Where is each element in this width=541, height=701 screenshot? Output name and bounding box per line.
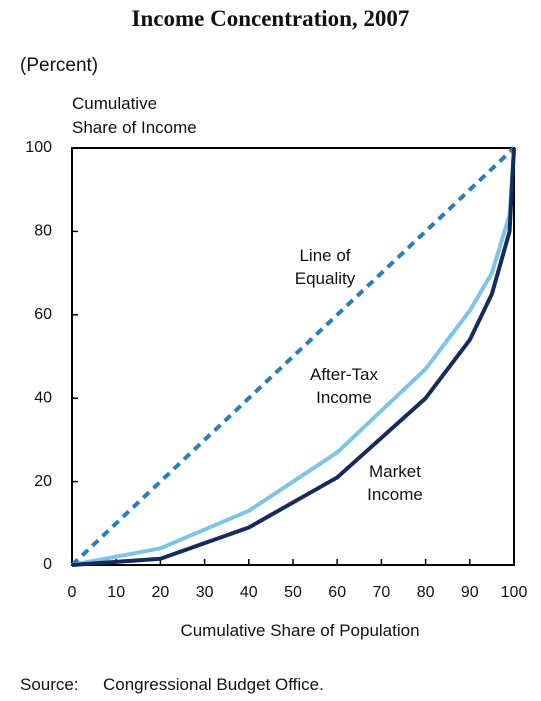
series-line <box>71 147 516 567</box>
y-axis-label-line: Share of Income <box>72 118 197 137</box>
y-axis-label-line: Cumulative <box>72 94 158 113</box>
series-label: After-Tax Income <box>309 365 379 407</box>
x-tick-label: 80 <box>417 584 435 601</box>
x-tick-label: 60 <box>328 584 346 601</box>
series-label: Line of Equality <box>294 246 356 288</box>
x-axis-label: Cumulative Share of Population <box>180 621 420 640</box>
y-tick-label: 20 <box>34 473 52 490</box>
unit-label: (Percent) <box>20 55 99 76</box>
x-tick-label: 0 <box>68 584 77 601</box>
series-line <box>70 146 516 567</box>
series-line <box>71 147 516 567</box>
y-tick-label: 100 <box>25 139 52 156</box>
y-axis-label: Cumulative Share of Income <box>72 92 197 140</box>
x-tick-label: 70 <box>373 584 391 601</box>
x-tick-label: 50 <box>284 584 302 601</box>
source: Congressional Budget Office. <box>103 675 324 694</box>
y-tick-label: 60 <box>34 306 52 323</box>
y-tick-label: 0 <box>43 556 52 573</box>
x-tick-label: 90 <box>461 584 479 601</box>
y-tick-label: 80 <box>34 223 52 240</box>
x-tick-label: 100 <box>501 584 528 601</box>
y-tick-label: 40 <box>34 389 52 406</box>
x-tick-label: 20 <box>152 584 170 601</box>
chart-title: Income Concentration, 2007 <box>131 6 410 31</box>
x-tick-label: 40 <box>240 584 258 601</box>
series-label: Market Income <box>367 462 423 504</box>
x-tick-label: 10 <box>107 584 125 601</box>
source-label: Source: <box>20 675 79 694</box>
x-tick-label: 30 <box>196 584 214 601</box>
